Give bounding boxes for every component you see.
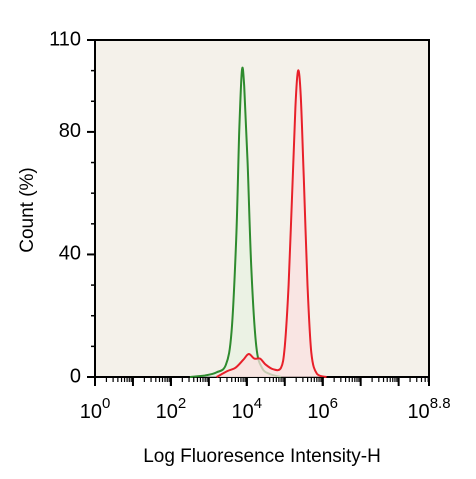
- y-tick-label: 40: [59, 243, 81, 265]
- y-ticks: 0 40 80 110: [49, 28, 95, 387]
- series-2-area: [216, 70, 327, 378]
- x-tick-label: 108.8: [407, 395, 450, 423]
- y-tick-label: 80: [59, 120, 81, 142]
- x-tick-label: 106: [307, 395, 338, 423]
- x-ticks: 100 102 104 106 108.8: [80, 377, 451, 423]
- y-tick-label: 0: [70, 365, 81, 387]
- series-2-line: [216, 69, 327, 378]
- x-tick-label: 102: [156, 395, 187, 423]
- y-tick-label: 110: [49, 28, 81, 50]
- y-axis-title: Count (%): [17, 167, 38, 253]
- x-tick-label: 104: [232, 395, 263, 423]
- series-1-area: [189, 67, 281, 377]
- x-tick-label: 100: [80, 395, 111, 423]
- series-layer: [189, 66, 327, 378]
- plot-area: [94, 39, 430, 378]
- x-axis-title: Log Fluoresence Intensity-H: [143, 446, 381, 467]
